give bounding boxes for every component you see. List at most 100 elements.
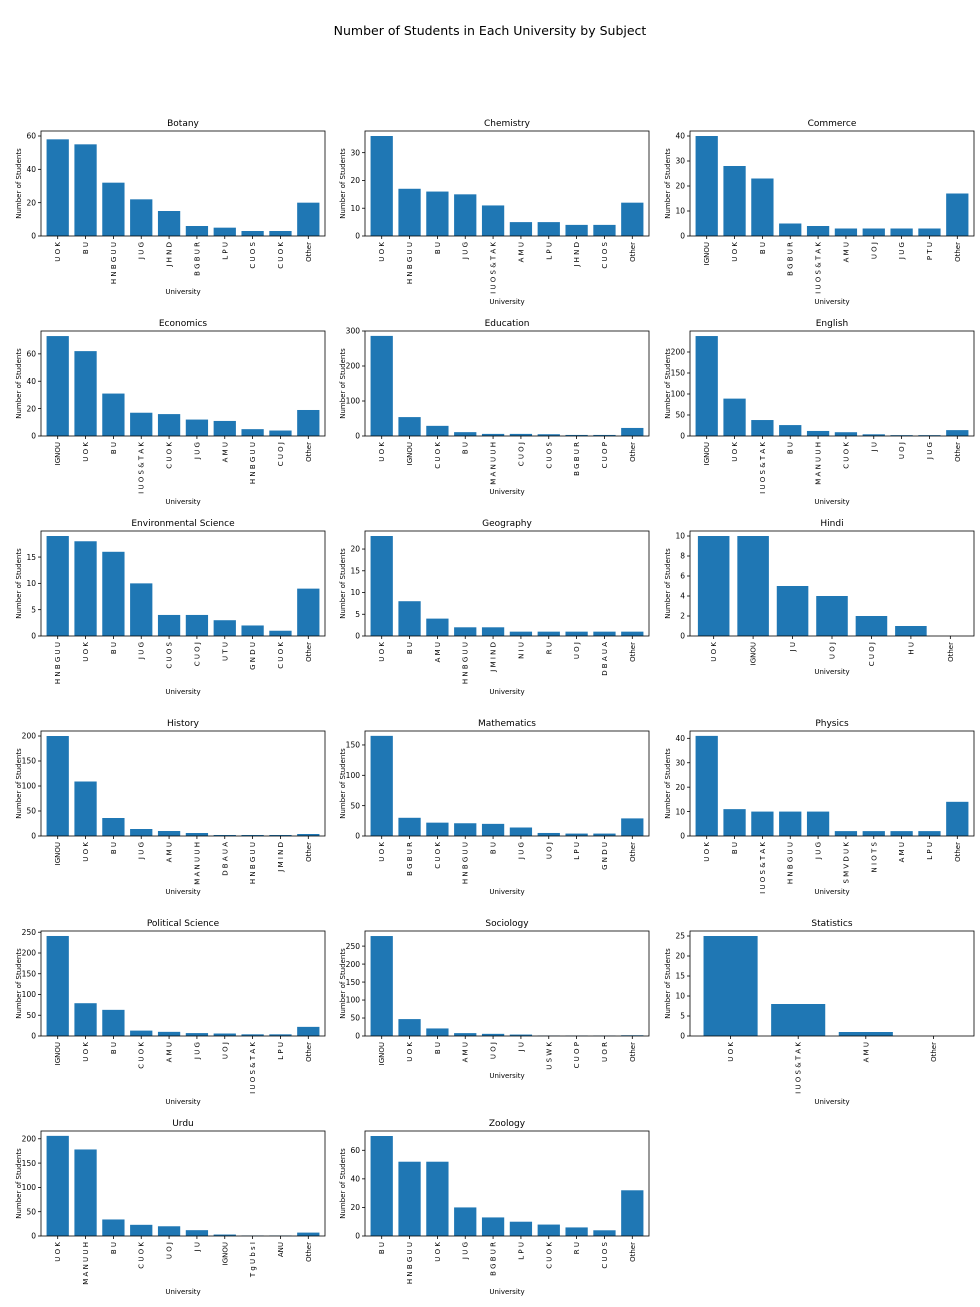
y-tick-label: 0 bbox=[355, 1232, 360, 1241]
subplot-urdu: Urdu 0 50 100 150 200 U O K M A N U U H B U C U O… bbox=[15, 1119, 326, 1296]
bar bbox=[834, 831, 858, 836]
bar bbox=[130, 583, 153, 636]
x-tick-label: J U G bbox=[898, 242, 906, 260]
subplot-geography: Geography 0 5 10 15 20 U O K B U A M U H N B G U … bbox=[339, 519, 650, 696]
axes-frame bbox=[364, 930, 650, 1037]
subplot-chemistry: Chemistry 0 10 20 30 U O K H N B G U U B U J U G… bbox=[339, 119, 650, 306]
subplot-title: Sociology bbox=[485, 919, 529, 929]
subplot-history: History 0 50 100 150 200 IGNOU U O K B U J U G A M… bbox=[15, 719, 326, 896]
bar bbox=[130, 829, 153, 836]
bar bbox=[454, 1207, 477, 1236]
subplot-title: Statistics bbox=[811, 919, 852, 929]
bar bbox=[269, 1034, 292, 1036]
x-axis-label: University bbox=[814, 498, 849, 506]
x-axis-label: University bbox=[165, 888, 200, 896]
x-tick-label: U O K bbox=[434, 1242, 442, 1262]
subplot-title: Geography bbox=[482, 519, 532, 529]
y-axis-label: Number of Students bbox=[339, 948, 347, 1019]
y-tick-label: 200 bbox=[22, 732, 37, 741]
y-tick-label: 150 bbox=[346, 978, 361, 987]
x-tick-label: B U bbox=[490, 842, 498, 854]
y-tick-label: 250 bbox=[22, 928, 37, 937]
bar bbox=[593, 631, 616, 636]
x-axis-label: University bbox=[165, 288, 200, 296]
bar bbox=[46, 139, 69, 236]
bar bbox=[776, 586, 809, 636]
bar bbox=[481, 1217, 505, 1236]
y-axis-label: Number of Students bbox=[664, 348, 672, 419]
y-tick-label: 100 bbox=[346, 397, 361, 406]
bar bbox=[74, 541, 97, 636]
bar bbox=[509, 1034, 533, 1036]
subplot-title: Mathematics bbox=[478, 719, 536, 729]
x-tick-label: I U O S & T A K bbox=[759, 442, 767, 494]
x-tick-label: M A N U U H bbox=[490, 442, 498, 485]
x-tick-label: C U O K bbox=[545, 1242, 553, 1269]
x-tick-label: J U bbox=[870, 442, 878, 452]
bar bbox=[157, 831, 181, 836]
bar bbox=[834, 228, 858, 236]
bar bbox=[269, 231, 292, 236]
x-tick-label: J U bbox=[517, 1042, 525, 1052]
x-tick-label: B U bbox=[82, 242, 90, 254]
bar bbox=[895, 626, 927, 636]
subplot-title: Zoology bbox=[489, 1119, 526, 1129]
bar bbox=[593, 224, 616, 236]
x-tick-label: IGNOU bbox=[750, 642, 758, 665]
bar bbox=[621, 202, 644, 236]
bar bbox=[46, 736, 69, 836]
x-tick-label: A M U bbox=[166, 842, 174, 862]
bar bbox=[269, 430, 292, 436]
subplot-title: English bbox=[816, 319, 849, 329]
y-axis-label: Number of Students bbox=[15, 748, 23, 819]
y-tick-label: 100 bbox=[22, 1183, 37, 1192]
bar bbox=[723, 166, 746, 236]
x-tick-label: U O K bbox=[710, 642, 718, 662]
x-tick-label: Other bbox=[930, 1042, 938, 1062]
y-tick-label: 250 bbox=[346, 942, 361, 951]
bar bbox=[426, 191, 449, 236]
x-tick-label: H N B G U U bbox=[787, 842, 795, 884]
y-tick-label: 50 bbox=[675, 411, 685, 420]
y-tick-label: 200 bbox=[346, 960, 361, 969]
x-tick-label: C U O K bbox=[277, 242, 285, 269]
bar bbox=[621, 631, 644, 636]
bar bbox=[426, 1028, 449, 1036]
x-tick-label: J U G bbox=[926, 442, 934, 460]
bar bbox=[454, 1033, 477, 1036]
y-tick-label: 10 bbox=[350, 204, 360, 213]
x-tick-label: C U O K bbox=[138, 1242, 146, 1269]
y-tick-label: 0 bbox=[680, 232, 685, 241]
x-tick-label: C U O S bbox=[545, 441, 553, 468]
axes-frame bbox=[40, 130, 326, 237]
bar bbox=[130, 412, 153, 436]
bar bbox=[426, 822, 449, 836]
bar bbox=[695, 735, 718, 836]
bar bbox=[370, 1136, 393, 1236]
bar bbox=[779, 223, 802, 236]
x-tick-label: IGNOU bbox=[54, 842, 62, 865]
x-tick-label: J H N D bbox=[166, 242, 174, 268]
x-tick-label: Other bbox=[629, 842, 637, 862]
bar bbox=[74, 781, 97, 836]
bar bbox=[297, 834, 320, 836]
x-tick-label: U O K bbox=[82, 642, 90, 662]
y-tick-label: 0 bbox=[355, 1032, 360, 1041]
y-tick-label: 60 bbox=[26, 132, 36, 141]
y-tick-label: 25 bbox=[675, 932, 685, 941]
bar bbox=[509, 433, 533, 436]
bar bbox=[130, 1030, 153, 1036]
y-axis-label: Number of Students bbox=[15, 548, 23, 619]
y-tick-label: 150 bbox=[22, 1159, 37, 1168]
x-tick-label: I U O S & T A K bbox=[795, 1042, 803, 1094]
bar bbox=[74, 1149, 97, 1236]
x-tick-label: C U O J bbox=[868, 642, 876, 666]
bar bbox=[398, 817, 421, 836]
x-axis-label: University bbox=[814, 1098, 849, 1106]
bar bbox=[890, 228, 913, 236]
bar bbox=[74, 1003, 97, 1036]
x-tick-label: A M U bbox=[166, 1042, 174, 1062]
y-tick-label: 60 bbox=[350, 1146, 360, 1155]
subplot-political-science: Political Science 0 50 100 150 200 250 IGNOU U O… bbox=[15, 919, 326, 1106]
bar bbox=[593, 833, 616, 836]
